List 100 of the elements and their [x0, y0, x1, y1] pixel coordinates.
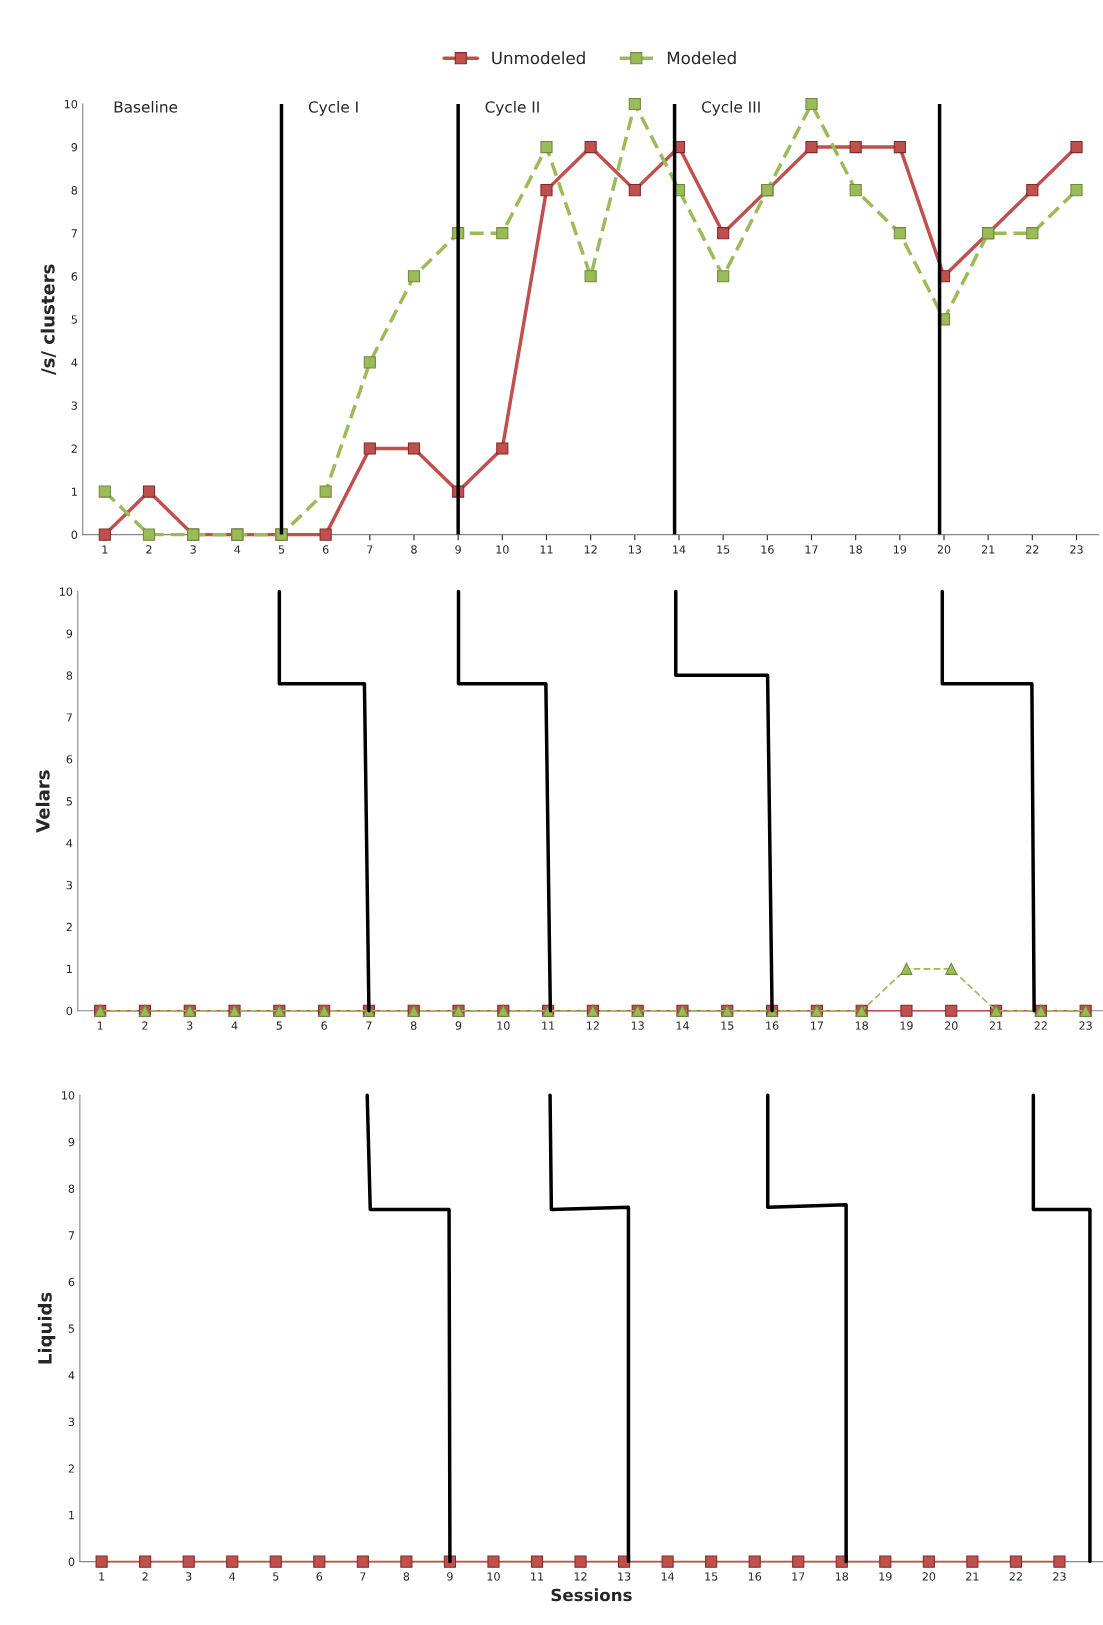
- y-tick-label: 4: [68, 1371, 75, 1380]
- x-tick-label: 18: [849, 545, 862, 554]
- y-tick-label: 1: [69, 1511, 74, 1520]
- y-tick-label: 3: [68, 1417, 75, 1427]
- x-tick-label: 22: [1026, 545, 1039, 554]
- y-tick-label: 7: [68, 1231, 75, 1240]
- x-tick-label: 14: [676, 1021, 689, 1030]
- y-tick-label: 7: [71, 229, 77, 238]
- y-tick-label: 8: [71, 186, 78, 195]
- y-tick-label: 6: [66, 755, 73, 764]
- x-tick-label: 15: [705, 1572, 718, 1581]
- x-tick-label: 7: [367, 545, 373, 554]
- y-tick-label: 8: [68, 1184, 75, 1193]
- y-tick-label: 0: [66, 1006, 73, 1016]
- y-tick-label: 3: [66, 880, 73, 890]
- x-tick-label: 13: [618, 1572, 631, 1581]
- y-tick-label: 0: [71, 530, 78, 539]
- y-tick-label: 4: [71, 358, 78, 367]
- x-tick-label: 1: [102, 545, 108, 554]
- x-tick-label: 21: [989, 1021, 1003, 1030]
- y-tick-label: 4: [66, 839, 73, 848]
- x-tick-label: 4: [229, 1572, 236, 1581]
- y-tick-label: 1: [72, 487, 77, 496]
- x-tick-label: 18: [855, 1021, 868, 1030]
- x-tick-label: 22: [1034, 1021, 1047, 1030]
- x-tick-label: 14: [661, 1572, 675, 1581]
- x-tick-label: 11: [542, 1021, 555, 1030]
- y-tick-label: 5: [71, 315, 77, 324]
- x-tick-label: 19: [879, 1572, 892, 1581]
- x-tick-label: 16: [748, 1572, 762, 1581]
- y-tick-label: 10: [59, 587, 73, 596]
- x-tick-label: 10: [487, 1572, 500, 1581]
- x-tick-label: 20: [945, 1021, 958, 1030]
- x-tick-label: 15: [721, 1021, 734, 1030]
- x-tick-label: 3: [187, 1021, 193, 1030]
- x-tick-label: 4: [234, 545, 241, 554]
- x-tick-label: 7: [366, 1021, 372, 1030]
- x-tick-label: 18: [835, 1572, 849, 1581]
- y-tick-label: 2: [71, 444, 77, 453]
- x-tick-label: 17: [792, 1572, 805, 1581]
- x-tick-label: 6: [322, 545, 329, 554]
- annotation: Baseline: [114, 100, 178, 113]
- x-tick-label: 21: [966, 1572, 979, 1581]
- x-tick-label: 19: [900, 1021, 913, 1030]
- x-tick-label: 2: [142, 1021, 148, 1030]
- x-tick-label: 23: [1079, 1021, 1092, 1030]
- y-tick-label: 9: [68, 1137, 75, 1147]
- x-tick-label: 23: [1053, 1572, 1066, 1581]
- x-tick-label: 16: [766, 1021, 779, 1030]
- y-tick-label: 5: [68, 1324, 75, 1333]
- x-tick-label: 17: [805, 545, 818, 554]
- y-tick-label: 1: [67, 964, 72, 974]
- y-axis-title: /s/ clusters: [40, 264, 57, 375]
- y-axis-title: Velars: [35, 770, 50, 833]
- x-tick-label: 20: [922, 1572, 936, 1581]
- x-tick-label: 9: [447, 1572, 453, 1581]
- x-tick-label: 3: [190, 545, 196, 554]
- y-tick-label: 3: [71, 401, 77, 410]
- x-tick-label: 12: [584, 545, 597, 554]
- x-tick-label: 8: [411, 545, 417, 554]
- x-tick-label: 1: [97, 1021, 103, 1030]
- y-axis-title: Liquids: [37, 1292, 56, 1364]
- x-tick-label: 2: [142, 1572, 148, 1581]
- x-tick-label: 16: [761, 545, 774, 554]
- y-tick-label: 5: [66, 797, 72, 806]
- x-tick-label: 8: [403, 1572, 410, 1581]
- y-tick-label: 7: [66, 713, 72, 722]
- y-tick-label: 6: [71, 272, 78, 281]
- x-tick-label: 13: [631, 1021, 644, 1030]
- x-tick-label: 3: [186, 1572, 192, 1581]
- x-tick-label: 9: [455, 545, 461, 554]
- x-tick-label: 5: [273, 1572, 279, 1581]
- x-tick-label: 17: [811, 1021, 823, 1030]
- x-tick-label: 13: [628, 545, 641, 554]
- x-tick-label: 10: [497, 1021, 510, 1030]
- x-tick-label: 5: [278, 545, 285, 554]
- x-tick-label: 12: [574, 1572, 587, 1581]
- x-tick-label: 22: [1009, 1572, 1022, 1581]
- x-tick-label: 9: [455, 1021, 462, 1030]
- y-tick-label: 10: [64, 99, 78, 109]
- x-tick-label: 8: [410, 1021, 417, 1030]
- x-tick-label: 10: [496, 545, 509, 554]
- y-tick-label: 0: [68, 1557, 75, 1566]
- ref-line-label: Cycle II: [485, 100, 539, 116]
- x-tick-label: 6: [321, 1021, 327, 1030]
- x-tick-label: 1: [99, 1572, 105, 1581]
- x-tick-label: 6: [316, 1572, 323, 1581]
- x-tick-label: 23: [1070, 545, 1083, 554]
- x-tick-label: 7: [360, 1572, 366, 1581]
- y-tick-label: 2: [66, 922, 72, 932]
- x-tick-label: 4: [231, 1021, 238, 1030]
- x-tick-label: 2: [146, 545, 152, 554]
- ref-line-label: Cycle III: [701, 100, 760, 116]
- legend-label: Modeled: [667, 51, 736, 65]
- x-tick-label: 20: [937, 545, 951, 554]
- x-tick-label: 11: [531, 1572, 544, 1581]
- x-tick-label: 12: [587, 1021, 599, 1030]
- x-tick-label: 5: [276, 1021, 282, 1030]
- y-tick-label: 10: [62, 1091, 75, 1100]
- y-tick-label: 6: [68, 1277, 75, 1287]
